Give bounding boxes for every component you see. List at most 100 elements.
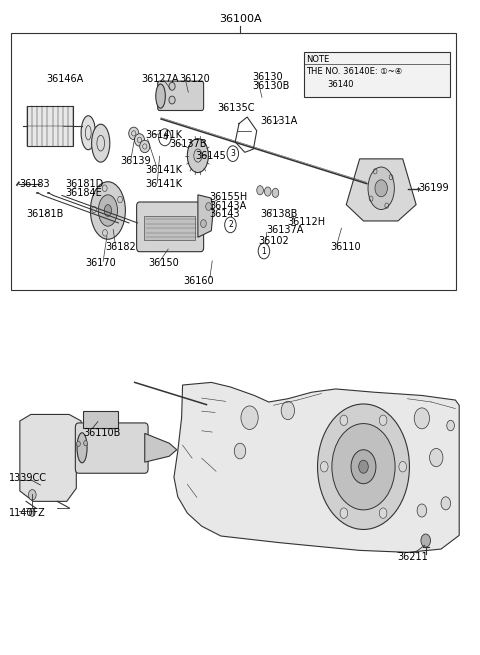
Circle shape (414, 408, 430, 429)
Bar (84, 411, 119, 428)
FancyBboxPatch shape (157, 81, 204, 111)
Text: NOTE: NOTE (307, 55, 330, 64)
Text: 1339CC: 1339CC (9, 474, 48, 483)
Text: 36135C: 36135C (217, 103, 255, 113)
Text: 36145: 36145 (195, 151, 226, 160)
Ellipse shape (98, 195, 118, 226)
Text: 36141K: 36141K (146, 179, 183, 189)
Circle shape (447, 421, 455, 431)
Text: 36211: 36211 (397, 552, 428, 562)
Text: 36131A: 36131A (261, 116, 298, 126)
Polygon shape (346, 159, 416, 221)
Text: 2: 2 (228, 220, 233, 229)
Circle shape (340, 415, 348, 426)
Text: 36120: 36120 (179, 74, 210, 84)
Ellipse shape (129, 127, 139, 140)
Text: 36138B: 36138B (261, 210, 298, 219)
Circle shape (430, 449, 443, 467)
Circle shape (441, 496, 451, 510)
Circle shape (201, 219, 206, 227)
Polygon shape (174, 383, 459, 552)
Text: 36130: 36130 (252, 71, 283, 81)
Text: 36146A: 36146A (46, 74, 84, 84)
Ellipse shape (140, 140, 150, 153)
Circle shape (29, 508, 35, 516)
Text: 36141K: 36141K (146, 130, 183, 140)
Text: 36182: 36182 (105, 242, 136, 252)
Circle shape (28, 489, 36, 500)
Circle shape (379, 415, 387, 426)
Circle shape (92, 206, 96, 213)
Circle shape (102, 185, 107, 191)
Text: 36102: 36102 (258, 236, 289, 246)
Circle shape (399, 462, 407, 472)
Circle shape (375, 179, 387, 196)
Circle shape (272, 188, 279, 197)
Text: 1140FZ: 1140FZ (9, 508, 46, 518)
Ellipse shape (104, 204, 111, 216)
Text: 4: 4 (162, 133, 168, 141)
FancyBboxPatch shape (75, 423, 148, 474)
Circle shape (118, 196, 122, 203)
Ellipse shape (77, 433, 87, 463)
Circle shape (379, 508, 387, 518)
Text: 36141K: 36141K (146, 165, 183, 175)
Polygon shape (20, 415, 81, 501)
Text: 1: 1 (262, 246, 266, 255)
Text: 36137B: 36137B (169, 140, 207, 149)
Text: 36110B: 36110B (84, 428, 121, 438)
Circle shape (234, 443, 246, 459)
Ellipse shape (81, 116, 96, 150)
FancyBboxPatch shape (137, 202, 204, 252)
Text: 36183: 36183 (19, 179, 49, 189)
Ellipse shape (90, 181, 125, 239)
Ellipse shape (169, 96, 175, 104)
Text: 36137A: 36137A (267, 225, 304, 235)
Bar (304, 52, 450, 97)
Circle shape (281, 402, 295, 420)
Text: 36140: 36140 (327, 80, 354, 89)
Text: 36160: 36160 (183, 276, 214, 286)
Text: 36199: 36199 (419, 183, 449, 193)
Text: 36127A: 36127A (141, 74, 179, 84)
Circle shape (264, 187, 271, 196)
Ellipse shape (92, 124, 110, 162)
Ellipse shape (368, 167, 395, 210)
Text: THE NO. 36140E: ①~④: THE NO. 36140E: ①~④ (307, 67, 403, 76)
Text: 36184E: 36184E (66, 188, 103, 198)
Ellipse shape (156, 84, 165, 108)
Ellipse shape (134, 134, 144, 146)
Circle shape (103, 230, 108, 236)
Text: 36100A: 36100A (219, 14, 261, 24)
Circle shape (76, 441, 80, 447)
Circle shape (417, 504, 427, 517)
Text: 36181D: 36181D (66, 179, 104, 189)
Text: 36181B: 36181B (26, 210, 63, 219)
Circle shape (318, 404, 409, 529)
Bar (144, 216, 195, 240)
Circle shape (421, 534, 431, 547)
Ellipse shape (169, 83, 175, 90)
Text: 3: 3 (230, 149, 235, 158)
Ellipse shape (187, 139, 208, 173)
Text: 36150: 36150 (148, 258, 179, 268)
Text: 36143A: 36143A (209, 201, 247, 211)
Text: 36139: 36139 (120, 156, 151, 166)
Polygon shape (145, 434, 177, 462)
Circle shape (321, 462, 328, 472)
Bar (11, 33, 456, 290)
Circle shape (340, 508, 348, 518)
Text: 36155H: 36155H (209, 193, 248, 202)
Text: 36112H: 36112H (287, 217, 325, 227)
Text: 36130B: 36130B (252, 81, 289, 90)
Text: 36143: 36143 (209, 210, 240, 219)
Circle shape (241, 406, 258, 430)
Circle shape (257, 185, 264, 195)
Bar (26, 106, 73, 147)
Text: 36170: 36170 (85, 258, 116, 268)
Circle shape (332, 424, 395, 510)
Circle shape (359, 460, 368, 474)
Circle shape (351, 450, 376, 483)
Polygon shape (198, 195, 213, 237)
Text: 36110: 36110 (330, 242, 360, 252)
